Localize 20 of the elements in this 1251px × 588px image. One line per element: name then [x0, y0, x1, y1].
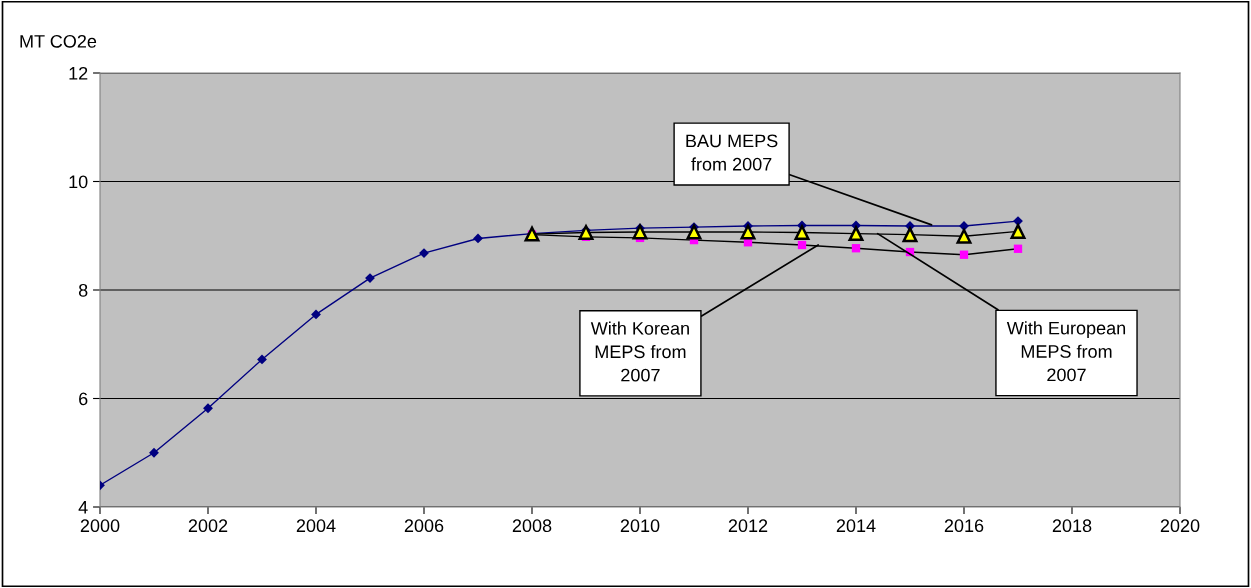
y-tick-label: 8 [78, 283, 88, 297]
y-tick-label: 12 [69, 66, 88, 80]
annotation: BAU MEPS from 2007 [686, 134, 778, 171]
annotation: With Korean MEPS from 2007 [590, 321, 689, 382]
x-tick-label: 2010 [620, 519, 660, 533]
x-tick-label: 2020 [1160, 519, 1200, 533]
x-tick-label: 2012 [728, 519, 768, 533]
x-tick-label: 2004 [296, 519, 336, 533]
x-tick-label: 2014 [836, 519, 876, 533]
annotation: With European MEPS from 2007 [1006, 321, 1126, 382]
y-tick-label: 4 [78, 501, 88, 514]
x-tick-label: 2006 [404, 519, 444, 533]
y-tick-label: 10 [69, 175, 88, 189]
x-tick-label: 2016 [944, 519, 984, 533]
y-axis-title: MT CO2e [20, 34, 97, 48]
x-tick-label: 2000 [80, 519, 120, 533]
x-tick-label: 2002 [188, 519, 228, 533]
y-tick-label: 6 [79, 392, 88, 406]
x-tick-label: 2008 [512, 519, 552, 533]
x-tick-label: 2018 [1052, 519, 1092, 533]
